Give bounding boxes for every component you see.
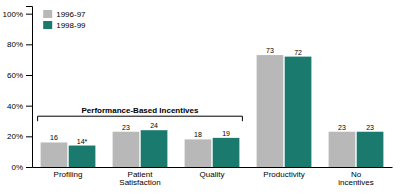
bar [329,132,356,167]
y-tick: 100% [3,10,32,19]
data-label: 16 [50,134,58,141]
y-tick-label: 80% [7,40,23,49]
bar [69,146,96,167]
x-tick: Productivity [263,170,304,179]
legend-label: 1996-97 [56,10,86,19]
legend-swatch [43,10,52,18]
bracket: Performance-Based Incentives [38,106,243,121]
plot: 0% 20% 40% 60% 80% 100% Profiling PatientSatisf… [3,7,393,188]
data-label: 18 [194,131,202,138]
x-tick: Quality [200,170,225,179]
bar [141,130,168,167]
x-tick-label: PatientSatisfaction [119,170,160,188]
y-axis: 0% 20% 40% 60% 80% 100% [3,7,33,173]
y-tick: 0% [11,163,32,172]
bar [213,138,240,167]
x-tick-label: Productivity [263,170,304,179]
y-tick-mark [26,44,32,45]
legend-item: 1998-99 [43,21,86,30]
y-tick-label: 0% [11,163,23,172]
bar [285,57,312,167]
data-label: 72 [294,49,302,56]
y-tick-mark [26,75,32,76]
y-tick-mark [26,106,32,107]
x-tick: Profiling [54,170,83,179]
x-axis-line [33,167,393,168]
bracket-line [37,116,38,121]
y-tick: 40% [7,102,32,111]
y-tick-label: 60% [7,71,23,80]
chart: 0% 20% 40% 60% 80% 100% Profiling PatientSatisf… [0,0,400,194]
data-label: 23 [338,124,346,131]
bar [357,132,384,167]
y-tick: 80% [7,40,32,49]
y-tick-mark [26,136,32,137]
x-axis: Profiling PatientSatisfaction Quality Produ… [33,168,393,188]
data-label: 73 [266,47,274,54]
y-tick-label: 40% [7,102,23,111]
bar [185,139,212,167]
x-tick-label: Noincentives [338,170,374,188]
annotation: Performance-Based Incentives [82,106,199,115]
x-tick: Noincentives [338,170,374,188]
bar [257,55,284,167]
data-label: 19 [222,130,230,137]
data-label: 23 [122,124,130,131]
legend: 1996-97 1998-99 [43,10,86,30]
y-axis-line [26,7,33,168]
y-tick-label: 100% [3,10,23,19]
data-label: 23 [366,124,374,131]
legend-label: 1998-99 [56,21,86,30]
bracket-line [38,116,243,117]
bar [113,132,140,167]
y-tick-mark [26,167,32,168]
legend-item: 1996-97 [43,10,86,19]
y-tick: 20% [7,132,32,141]
x-tick-label: Profiling [54,170,83,179]
y-tick: 60% [7,71,32,80]
bracket-line [242,116,243,121]
y-tick-mark [26,14,32,15]
bar [41,142,68,167]
data-label: 14* [77,138,88,145]
data-labels: 16 23 18 73 23 14* 24 19 72 23 [50,47,374,144]
x-tick: PatientSatisfaction [119,170,160,188]
y-tick-label: 20% [7,132,23,141]
bars [41,55,384,167]
data-label: 24 [150,122,158,129]
x-tick-label: Quality [200,170,225,179]
legend-swatch [43,21,52,29]
